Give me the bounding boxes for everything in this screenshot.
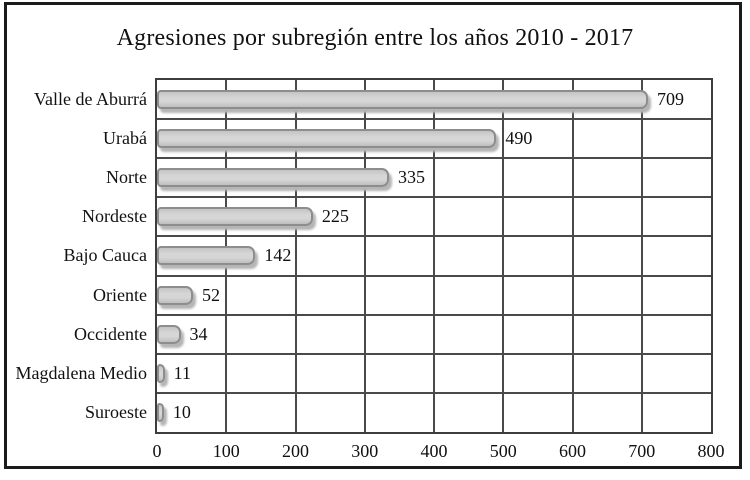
x-axis-tick-label: 600 [559, 441, 586, 461]
x-axis-tick-label: 0 [152, 441, 162, 461]
bar-value-label: 225 [321, 206, 349, 227]
bar-value-label: 142 [264, 245, 292, 266]
bar-Suroeste [157, 402, 164, 422]
gridline-vertical [363, 80, 366, 432]
x-axis-tick-label: 800 [697, 441, 725, 461]
gridline-vertical [433, 80, 435, 432]
bar-Occidente [157, 324, 181, 344]
bar-Urabá [157, 129, 497, 149]
category-label: Magdalena Medio [15, 362, 147, 383]
category-label: Suroeste [85, 401, 147, 422]
gridline-vertical [502, 80, 505, 432]
category-label: Occidente [74, 323, 147, 344]
category-label: Urabá [103, 128, 147, 149]
bar-Nordeste [157, 207, 313, 227]
x-axis-tick-label: 500 [489, 441, 517, 461]
x-axis-tick-label: 200 [282, 441, 309, 461]
category-label: Valle de Aburrá [34, 89, 147, 110]
chart-title: Agresiones por subregión entre los años … [116, 25, 634, 51]
x-axis-tick-label: 300 [351, 441, 379, 461]
bar-Valle de Aburrá [157, 90, 648, 109]
category-label: Nordeste [82, 206, 147, 227]
x-axis-tick-label: 400 [420, 441, 448, 461]
bar-Oriente [157, 285, 193, 305]
bar-Bajo Cauca [157, 246, 256, 266]
bar-value-label: 34 [189, 323, 208, 344]
gridline-vertical [640, 80, 643, 432]
bar-value-label: 52 [202, 284, 220, 305]
bar-value-label: 335 [397, 167, 425, 188]
bar-Norte [157, 168, 389, 188]
bar-value-label: 709 [656, 89, 684, 109]
x-axis-tick-label: 700 [628, 441, 656, 461]
gridline-vertical [294, 80, 297, 432]
category-label: Norte [106, 167, 147, 188]
category-label: Bajo Cauca [63, 245, 147, 266]
category-label: Oriente [93, 284, 147, 305]
bar-Magdalena Medio [157, 363, 165, 383]
gridline-vertical [571, 80, 574, 432]
plot-area: 709 490 335 225 142 52 34 11 10 [155, 78, 713, 434]
bar-value-label: 10 [172, 401, 191, 422]
bar-value-label: 490 [505, 128, 533, 149]
x-axis-tick-label: 100 [212, 441, 240, 461]
bar-value-label: 11 [173, 362, 191, 383]
